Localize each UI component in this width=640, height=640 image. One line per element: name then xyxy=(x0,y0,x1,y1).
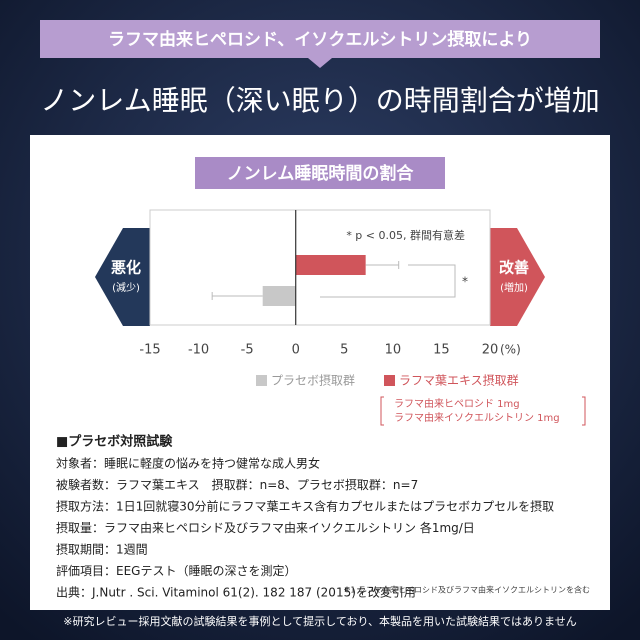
banner xyxy=(40,20,600,58)
annotation: * p < 0.05, 群間有意差 xyxy=(346,228,465,242)
legend-swatch xyxy=(384,375,395,386)
study-line: 出典：J.Nutr . Sci. Vitaminol 61(2). 182 18… xyxy=(56,585,416,600)
right-arrow xyxy=(490,228,545,326)
x-tick-label: 20 xyxy=(482,343,499,358)
study-line: 被験者数：ラフマ葉エキス 摂取群：n=8、プラセボ摂取群：n=7 xyxy=(56,477,418,492)
x-tick-label: 10 xyxy=(385,343,402,358)
bar xyxy=(295,255,366,275)
right-label: 改善 xyxy=(499,259,529,277)
chart-title-box xyxy=(195,157,445,189)
legend-label: プラセボ摂取群 xyxy=(271,373,355,388)
study-line: 摂取量：ラフマ由来ヒペロシド及びラフマ由来イソクエルシトリン 各1mg/日 xyxy=(56,520,475,535)
left-label: 悪化 xyxy=(111,259,141,277)
legend-label: ラフマ葉エキス摂取群 xyxy=(399,373,519,388)
series-note: ラフマ由来イソクエルシトリン 1mg xyxy=(394,411,560,424)
x-tick-label: -15 xyxy=(139,343,160,358)
chart-title: ノンレム睡眠時間の割合 xyxy=(227,163,415,184)
x-unit: (%) xyxy=(500,343,521,357)
x-tick-label: 0 xyxy=(292,343,300,358)
banner-text: ラフマ由来ヒペロシド、イソクエルシトリン摂取により xyxy=(108,29,532,50)
footnote: ※1 ラフマ由来ヒペロシド及びラフマ由来イソクエルシトリンを含む xyxy=(344,585,590,595)
disclaimer: ※研究レビュー採用文献の試験結果を事例として提示しており、本製品を用いた試験結果… xyxy=(63,614,576,628)
x-tick-label: -5 xyxy=(241,343,254,358)
banner-pointer xyxy=(308,58,332,68)
left-sublabel: (減少) xyxy=(112,281,140,294)
x-tick-label: 15 xyxy=(433,343,450,358)
significance-bracket xyxy=(320,264,456,298)
series-note: ラフマ由来ヒペロシド 1mg xyxy=(394,397,520,410)
right-sublabel: (増加) xyxy=(500,281,528,294)
study-line: 対象者：睡眠に軽度の悩みを持つ健常な成人男女 xyxy=(56,456,320,471)
left-arrow xyxy=(95,228,150,326)
x-tick-label: -10 xyxy=(188,343,209,358)
legend-swatch xyxy=(256,375,267,386)
bar xyxy=(262,286,296,306)
card xyxy=(30,135,610,610)
note-bracket xyxy=(380,396,586,426)
study-line: 摂取方法：1日1回就寝30分前にラフマ葉エキス含有カプセルまたはプラセボカプセル… xyxy=(56,499,554,514)
significance: * xyxy=(462,275,468,289)
x-tick-label: 5 xyxy=(340,343,348,358)
study-heading: ■プラセボ対照試験 xyxy=(56,434,173,450)
study-line: 評価項目：EEGテスト（睡眠の深さを測定） xyxy=(56,563,296,578)
headline: ノンレム睡眠（深い眠り）の時間割合が増加 xyxy=(40,84,599,117)
study-line: 摂取期間：1週間 xyxy=(56,542,148,557)
plot-frame xyxy=(149,209,491,326)
